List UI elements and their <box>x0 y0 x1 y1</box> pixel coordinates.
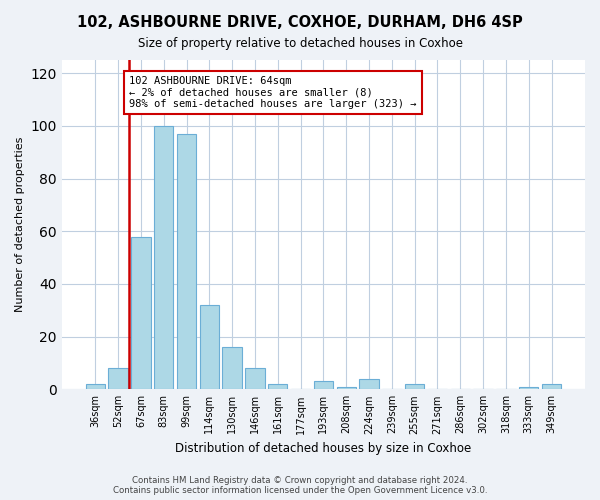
Bar <box>200 305 219 390</box>
Bar <box>86 384 105 390</box>
Bar <box>542 384 561 390</box>
Bar <box>359 379 379 390</box>
Bar <box>245 368 265 390</box>
Text: 102 ASHBOURNE DRIVE: 64sqm
← 2% of detached houses are smaller (8)
98% of semi-d: 102 ASHBOURNE DRIVE: 64sqm ← 2% of detac… <box>130 76 417 109</box>
Bar <box>337 386 356 390</box>
Bar <box>154 126 173 390</box>
Bar <box>405 384 424 390</box>
Y-axis label: Number of detached properties: Number of detached properties <box>15 137 25 312</box>
X-axis label: Distribution of detached houses by size in Coxhoe: Distribution of detached houses by size … <box>175 442 472 455</box>
Bar <box>223 347 242 390</box>
Text: Size of property relative to detached houses in Coxhoe: Size of property relative to detached ho… <box>137 38 463 51</box>
Text: Contains HM Land Registry data © Crown copyright and database right 2024.
Contai: Contains HM Land Registry data © Crown c… <box>113 476 487 495</box>
Bar <box>519 386 538 390</box>
Text: 102, ASHBOURNE DRIVE, COXHOE, DURHAM, DH6 4SP: 102, ASHBOURNE DRIVE, COXHOE, DURHAM, DH… <box>77 15 523 30</box>
Bar <box>131 236 151 390</box>
Bar <box>268 384 287 390</box>
Bar <box>109 368 128 390</box>
Bar <box>314 382 333 390</box>
Bar <box>177 134 196 390</box>
